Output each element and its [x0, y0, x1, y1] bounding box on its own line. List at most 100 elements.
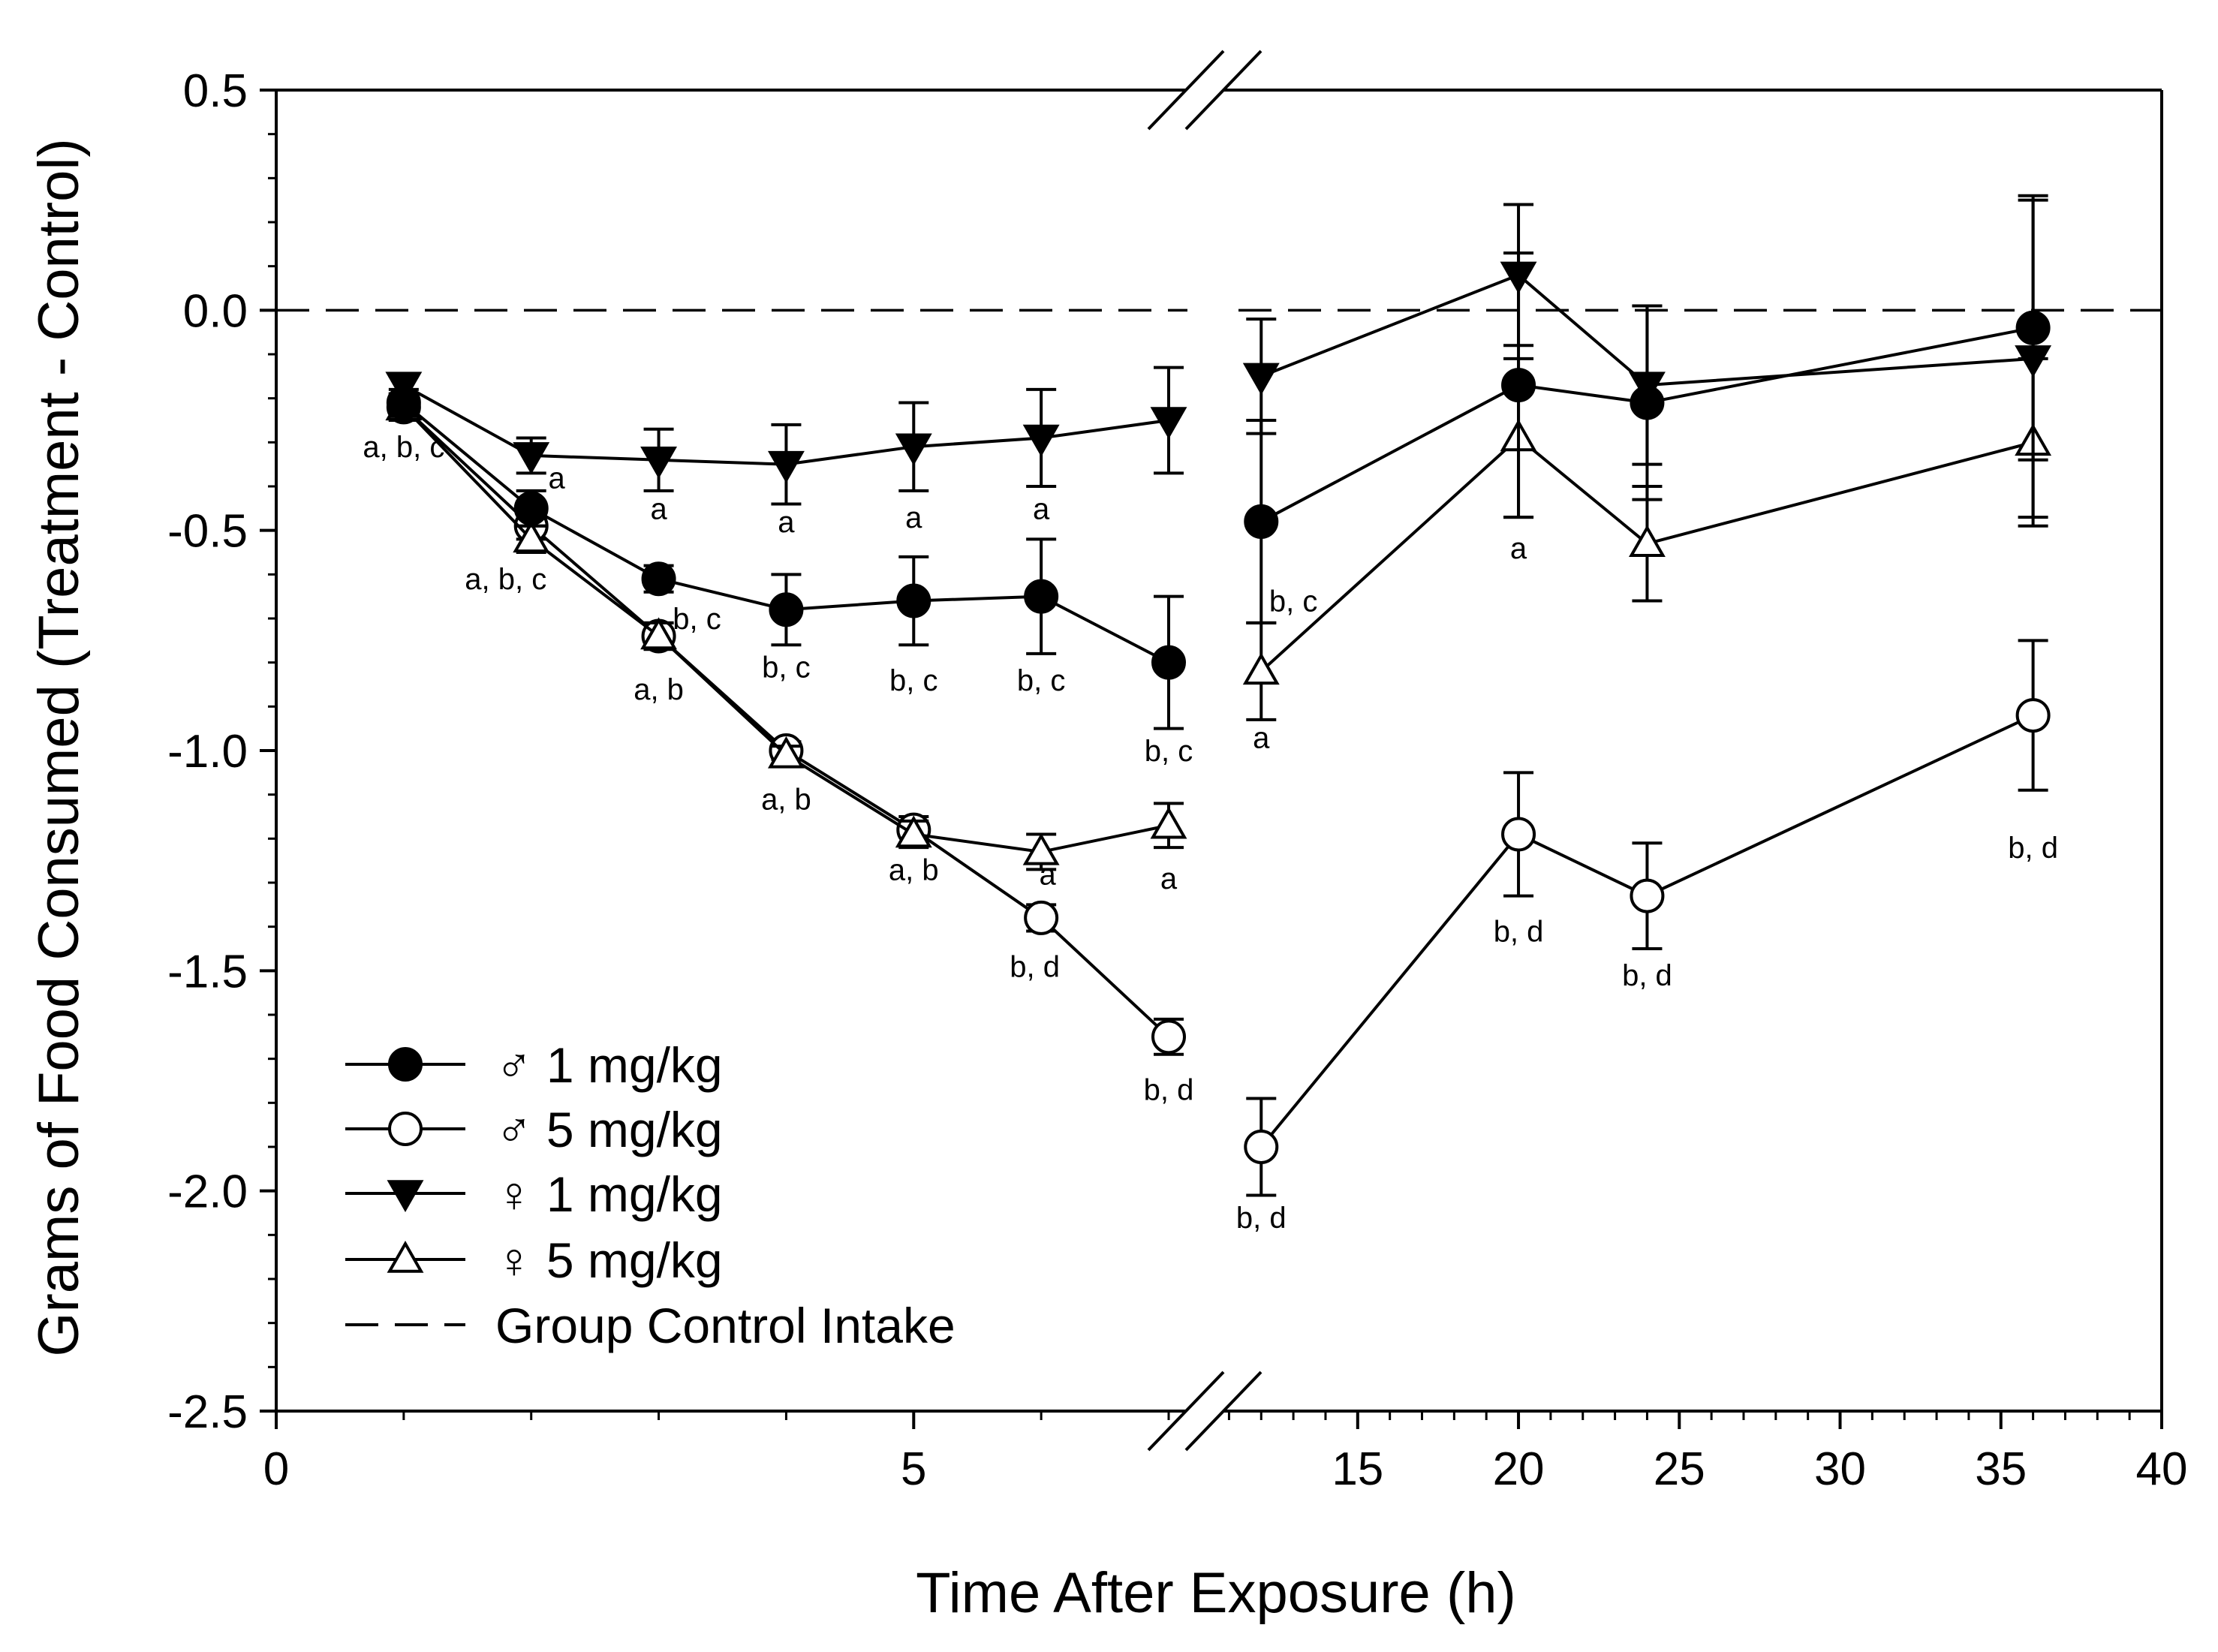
x-tick-label: 40	[2136, 1443, 2188, 1495]
significance-label: a, b	[633, 673, 684, 706]
significance-label: a, b	[889, 853, 939, 886]
data-point	[1024, 900, 1059, 935]
series-line	[1259, 435, 2034, 673]
y-axis-title: Grams of Food Consumed (Treatment - Cont…	[27, 138, 91, 1356]
series-line	[1259, 714, 2034, 1148]
data-point	[1501, 817, 1536, 852]
significance-label: a	[1160, 862, 1178, 895]
data-point	[1630, 878, 1665, 913]
data-point	[641, 561, 676, 597]
y-tick-label: 0.5	[183, 65, 248, 117]
y-tick-label: -2.5	[167, 1386, 248, 1438]
significance-label: b, d	[1236, 1202, 1287, 1235]
significance-label: a, b, c	[363, 431, 444, 464]
significance-label: b, c	[762, 651, 810, 685]
significance-label: a	[650, 492, 667, 525]
significance-label: b, d	[2008, 832, 2058, 865]
x-axis-title: Time After Exposure (h)	[916, 1561, 1516, 1625]
significance-label: a	[778, 506, 795, 539]
x-tick-label: 20	[1493, 1443, 1545, 1495]
data-point	[1500, 261, 1537, 294]
significance-label: b, d	[1494, 916, 1544, 949]
data-point	[513, 491, 549, 526]
legend-label: ♀ 5 mg/kg	[495, 1232, 723, 1288]
data-point	[385, 372, 423, 405]
data-point	[1244, 504, 1279, 539]
x-tick-label: 35	[1975, 1443, 2027, 1495]
data-point	[895, 433, 932, 466]
data-point	[2015, 698, 2051, 733]
y-tick-label: 0.0	[183, 285, 248, 337]
significance-label: a	[905, 501, 922, 534]
data-point	[1244, 1130, 1279, 1164]
series-line	[1260, 326, 2033, 523]
data-point	[1242, 652, 1280, 685]
data-point	[1151, 1019, 1186, 1055]
significance-label: b, c	[1269, 585, 1317, 618]
data-point	[1150, 407, 1187, 440]
axis-break-mark-top	[1147, 50, 1225, 131]
significance-label: a, b	[761, 784, 811, 817]
series-line	[1260, 273, 2033, 387]
series-2	[385, 198, 2052, 519]
data-point	[513, 520, 550, 553]
x-tick-label: 0	[263, 1443, 289, 1495]
legend: ♂ 1 mg/kg ♂ 5 mg/kg ♀ 1 mg/kg ♀ 5 mg/kg Grou…	[345, 1037, 956, 1353]
y-tick-label: -0.5	[167, 506, 248, 558]
series	[385, 194, 2052, 1197]
data-point	[1024, 579, 1059, 614]
legend-marker	[388, 1047, 423, 1082]
legend-marker	[387, 1180, 424, 1213]
data-point	[640, 617, 678, 650]
axis-break-mark-bottom	[1184, 1371, 1262, 1452]
data-point	[513, 442, 550, 474]
significance-label: a	[1510, 532, 1527, 565]
significance-label: b, d	[1622, 959, 1672, 992]
x-tick-label: 15	[1332, 1443, 1383, 1495]
legend-marker	[387, 1240, 424, 1273]
significance-label: b, d	[1144, 1074, 1194, 1107]
significance-label: b, c	[673, 603, 721, 636]
significance-label: b, c	[889, 664, 937, 697]
x-tick-label: 5	[901, 1443, 926, 1495]
data-point	[1628, 372, 1666, 405]
x-tick-label: 30	[1814, 1443, 1866, 1495]
data-point	[640, 447, 678, 479]
significance-label: a, b, c	[465, 563, 546, 596]
y-tick-label: -1.0	[167, 726, 248, 778]
axis-break-mark-top	[1184, 50, 1262, 131]
series-3	[385, 357, 2052, 871]
significance-annotations: a, b, c a a, b, c a b, c a, b a b, c a, b a b, c a,…	[363, 431, 2058, 1235]
data-point	[895, 815, 932, 848]
significance-label: b, d	[1010, 950, 1060, 983]
y-tick-label: -1.5	[167, 946, 248, 998]
data-point	[2015, 345, 2052, 378]
axis-break-mark-bottom	[1147, 1371, 1225, 1452]
data-point	[1151, 645, 1186, 680]
data-point	[1022, 832, 1060, 865]
x-tick-label: 25	[1654, 1443, 1705, 1495]
series-0	[386, 194, 2051, 730]
data-point	[767, 450, 805, 483]
y-tick-label: -2.0	[167, 1166, 248, 1218]
axes: 0.5 0.0 -0.5 -1.0 -1.5 -2.0 -2.5 0 5 15 20 25 30 35 40	[167, 50, 2188, 1495]
data-point	[1150, 806, 1187, 839]
data-point	[1022, 424, 1060, 457]
legend-label: ♂ 5 mg/kg	[495, 1102, 723, 1157]
significance-label: a	[1033, 492, 1050, 525]
legend-marker	[388, 1112, 423, 1146]
significance-label: b, c	[1017, 664, 1065, 697]
legend-label: ♀ 1 mg/kg	[495, 1166, 723, 1222]
data-point	[1242, 363, 1280, 396]
significance-label: a	[1253, 721, 1270, 754]
data-point	[769, 592, 804, 627]
legend-label: Group Control Intake	[495, 1298, 956, 1353]
data-point	[1628, 525, 1666, 558]
data-point	[896, 583, 931, 618]
data-point	[767, 736, 805, 769]
significance-label: a	[1040, 858, 1057, 891]
significance-label: a	[549, 462, 566, 495]
legend-label: ♂ 1 mg/kg	[495, 1037, 723, 1093]
data-point	[1501, 368, 1536, 403]
